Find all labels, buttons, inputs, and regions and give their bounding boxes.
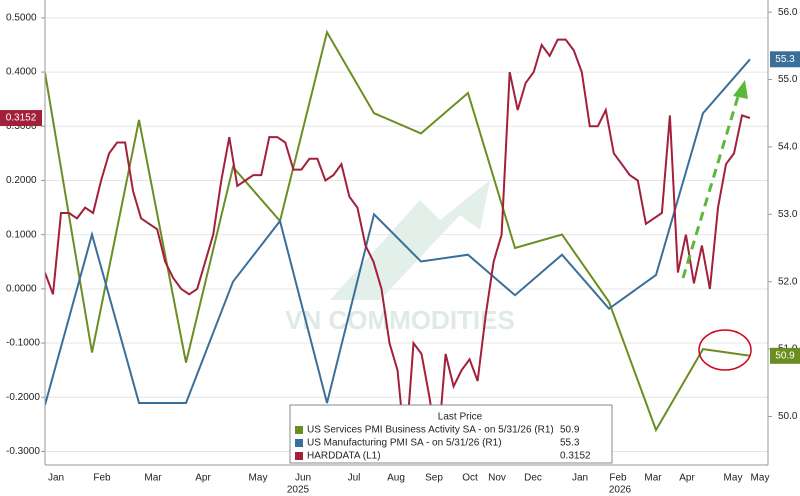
y-tick-label: 0.2000 [6,175,37,186]
legend-title: Last Price [438,412,483,423]
legend-swatch [295,452,303,460]
y-tick-label: -0.1000 [6,338,40,349]
legend-value: 50.9 [560,425,580,436]
x-tick-label: Jan [572,473,588,484]
x-tick-label: Apr [679,473,695,484]
y2-tick-label: 52.0 [778,276,798,287]
x-tick-label: Feb [93,473,111,484]
x-tick-label: Aug [387,473,405,484]
x-tick-label: May [249,473,268,484]
trend-arrow [681,89,742,279]
x-tick-label: Apr [195,473,211,484]
x-tick-label: Oct [462,473,478,484]
y-tick-label: 0.4000 [6,67,37,78]
last-value-tag [0,110,42,127]
x-year-label: 2026 [609,485,632,496]
last-value-tag [770,51,800,68]
legend-box [289,404,613,464]
x-tick-label: Nov [488,473,506,484]
series-line [45,38,751,452]
y-tick-label: 0.3000 [6,121,37,132]
last-value-tag [770,347,800,364]
series-line [45,29,751,433]
x-tick-label: Jan [48,473,64,484]
legend-label: US Manufacturing PMI SA - on 5/31/26 (R1… [307,438,502,449]
x-year-label: 2025 [287,485,310,496]
last-value-label: 55.3 [775,54,795,65]
watermark-logo [330,180,490,300]
last-value-label: 0.3152 [6,113,37,124]
x-tick-label: May [751,473,770,484]
y-tick-label: 0.0000 [6,284,37,295]
legend-value: 0.3152 [560,451,591,462]
x-tick-label: Sep [425,473,443,484]
y2-tick-label: 53.0 [778,209,798,220]
y2-tick-label: 50.0 [778,411,798,422]
legend-swatch [295,426,303,434]
x-tick-label: May [724,473,743,484]
legend-label: US Services PMI Business Activity SA - o… [307,425,554,436]
x-tick-label: Jul [348,473,361,484]
legend-label: HARDDATA (L1) [307,451,381,462]
highlight-circle [698,329,752,371]
series-line [45,58,751,406]
legend-swatch [295,439,303,447]
y-tick-label: 0.5000 [6,13,37,24]
y-tick-label: 0.1000 [6,229,37,240]
legend-value: 55.3 [560,438,580,449]
x-tick-label: Dec [524,473,542,484]
x-tick-label: Feb [609,473,627,484]
last-value-label: 50.9 [775,350,795,361]
y2-tick-label: 54.0 [778,142,798,153]
trend-arrow-head [733,80,748,99]
y2-tick-label: 55.0 [778,74,798,85]
y2-tick-label: 56.0 [778,7,798,18]
watermark: VN COMMODITIES [285,305,515,335]
x-tick-label: Mar [144,473,162,484]
x-tick-label: Jun [295,473,311,484]
x-tick-label: Mar [644,473,662,484]
y-tick-label: -0.3000 [6,446,40,457]
legend: Last Price US Services PMI Business Acti… [289,404,613,464]
y-tick-label: -0.2000 [6,392,40,403]
